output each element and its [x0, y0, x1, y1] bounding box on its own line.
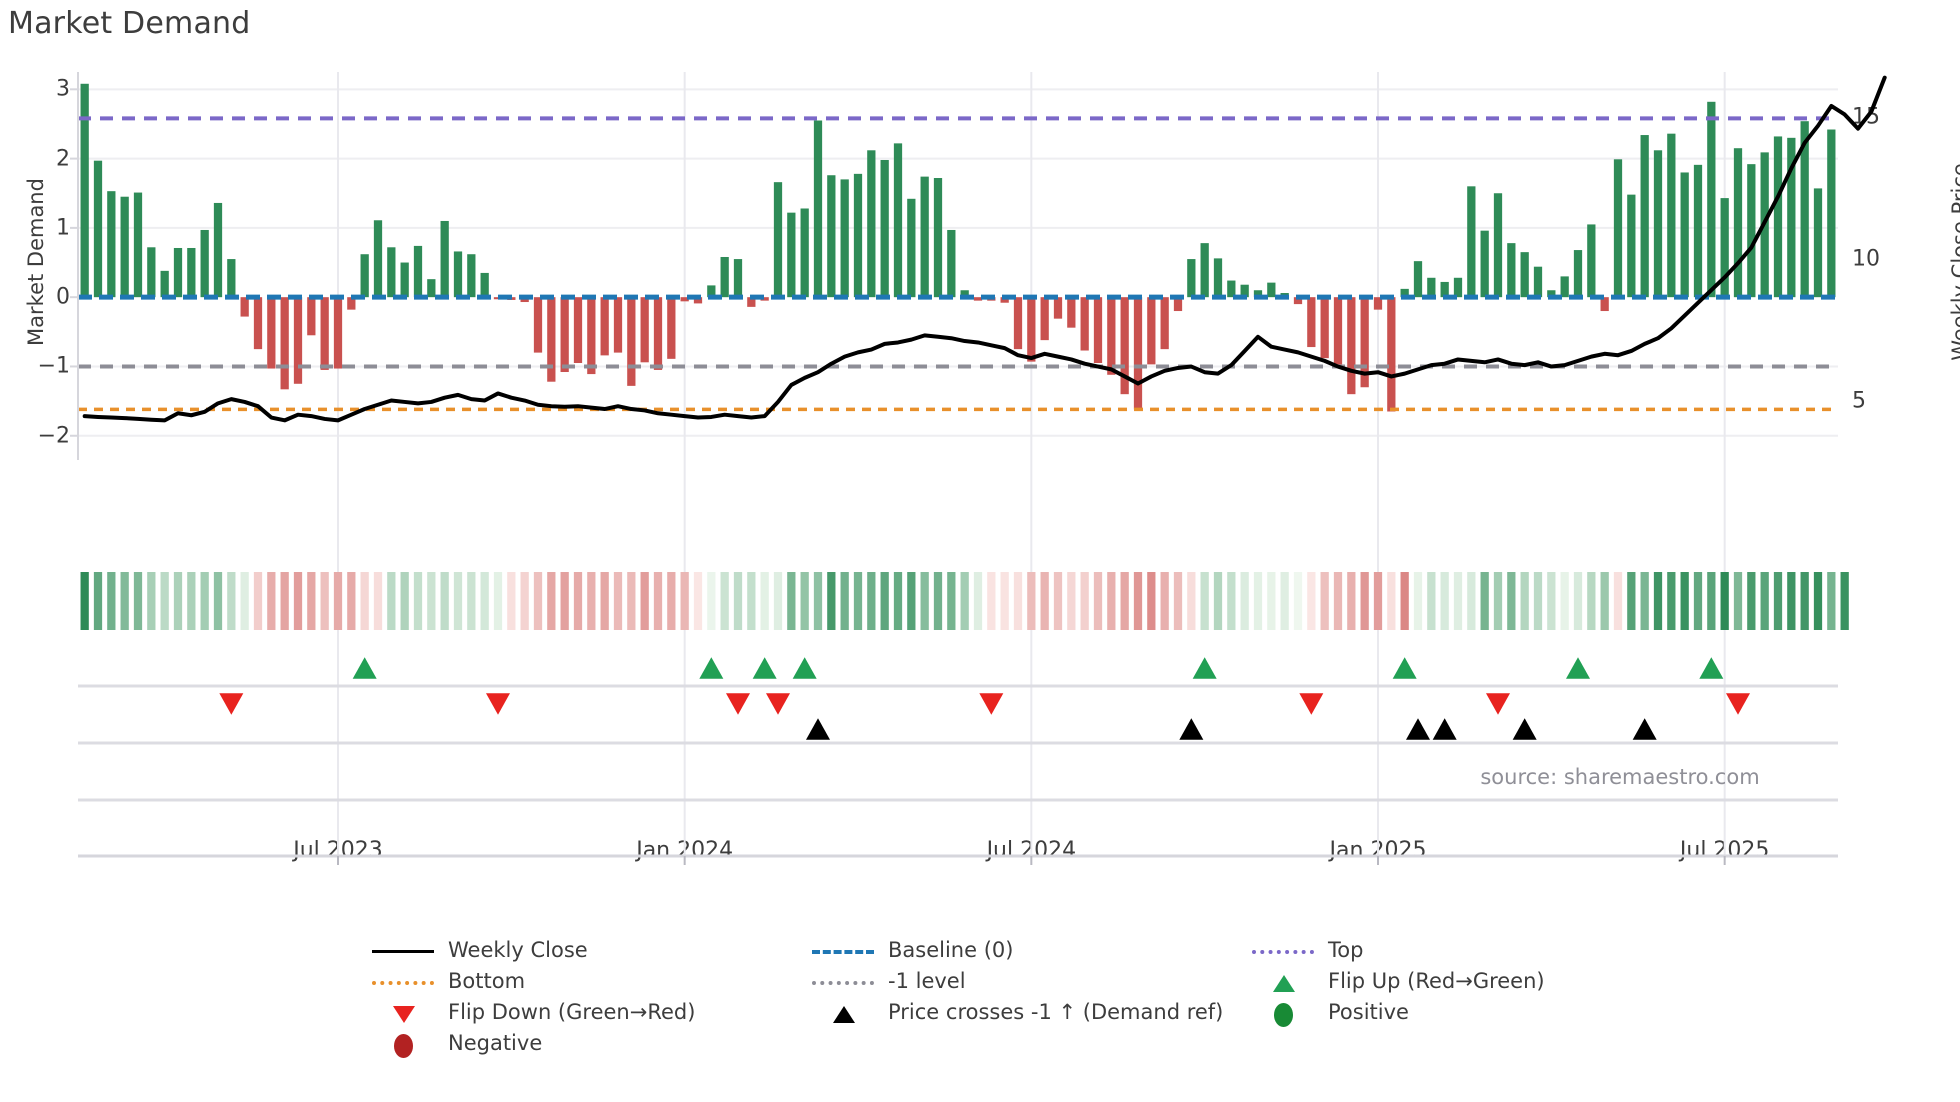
price-cross-marker: [1432, 718, 1457, 740]
legend-label: Positive: [1328, 1000, 1409, 1024]
circle-red-icon: [372, 1033, 434, 1058]
tri-up-black-glyph: [833, 1005, 855, 1023]
flip-down-marker: [979, 693, 1004, 715]
flip-up-marker: [1699, 657, 1724, 679]
dot-gray-icon: [812, 971, 874, 993]
dash-blue-glyph: [812, 949, 874, 954]
flip-up-marker: [352, 657, 377, 679]
y-tick-left-0: 3: [56, 76, 70, 102]
price-cross-marker: [1512, 718, 1537, 740]
dot-gray-glyph: [812, 980, 874, 985]
legend-label: Bottom: [448, 969, 526, 993]
dot-orange-icon: [372, 971, 434, 993]
chart-legend: Weekly Close Baseline (0) Top Bottom -1 leve…: [372, 935, 1572, 1059]
flip-up-marker: [1192, 657, 1217, 679]
legend-label: Negative: [448, 1031, 543, 1055]
line-black-icon: [372, 940, 434, 962]
tri-up-black-icon: [812, 1002, 874, 1024]
legend-item-dash-blue[interactable]: Baseline (0): [812, 940, 1252, 962]
legend-item-dot-gray[interactable]: -1 level: [812, 971, 1252, 993]
legend-item-circle-green[interactable]: Positive: [1252, 1000, 1572, 1027]
dash-blue-icon: [812, 940, 874, 962]
legend-item-circle-red[interactable]: Negative: [372, 1031, 812, 1058]
tri-down-red-glyph: [393, 1005, 415, 1023]
price-cross-marker: [1179, 718, 1204, 740]
circle-green-icon: [1252, 1002, 1314, 1027]
legend-item-tri-up-black[interactable]: Price crosses -1 ↑ (Demand ref): [812, 1002, 1252, 1024]
circle-red-glyph: [394, 1033, 413, 1058]
legend-label: Weekly Close: [448, 938, 588, 962]
legend-label: Top: [1328, 938, 1364, 962]
dot-orange-glyph: [372, 980, 434, 985]
dot-purple-icon: [1252, 940, 1314, 962]
y-tick-right-2: 5: [1852, 388, 1866, 414]
legend-label: -1 level: [888, 969, 966, 993]
y-tick-left-5: −2: [37, 423, 70, 449]
flip-down-marker: [1726, 693, 1750, 715]
price-cross-marker: [1632, 718, 1657, 740]
y-tick-right-1: 10: [1852, 246, 1880, 272]
flip-down-marker: [1299, 693, 1324, 715]
legend-label: Baseline (0): [888, 938, 1014, 962]
legend-label: Price crosses -1 ↑ (Demand ref): [888, 1000, 1224, 1024]
flip-down-marker: [726, 693, 750, 715]
price-cross-marker: [806, 718, 830, 740]
flip-down-marker: [1486, 693, 1510, 715]
source-note: source: sharemaestro.com: [1480, 765, 1760, 789]
y-tick-left-1: 2: [56, 146, 70, 172]
flip-up-marker: [1392, 657, 1417, 679]
legend-item-dot-purple[interactable]: Top: [1252, 940, 1572, 962]
flip-down-marker: [486, 693, 510, 715]
legend-item-dot-orange[interactable]: Bottom: [372, 971, 812, 993]
dot-purple-glyph: [1252, 949, 1314, 954]
price-cross-marker: [1406, 718, 1430, 740]
tri-down-red-icon: [372, 1002, 434, 1024]
legend-label: Flip Down (Green→Red): [448, 1000, 696, 1024]
y-tick-left-2: 1: [56, 215, 70, 241]
tri-up-green-glyph: [1273, 974, 1295, 992]
y-tick-left-4: −1: [37, 353, 70, 379]
flip-down-marker: [766, 693, 790, 715]
legend-item-tri-up-green[interactable]: Flip Up (Red→Green): [1252, 971, 1572, 993]
flip-down-marker: [219, 693, 244, 715]
flip-up-marker: [792, 657, 817, 679]
flip-up-marker: [1566, 657, 1590, 679]
line-black-glyph: [372, 949, 434, 953]
circle-green-glyph: [1274, 1002, 1293, 1027]
page-title: Market Demand: [8, 6, 251, 41]
flip-up-marker: [699, 657, 724, 679]
legend-item-tri-down-red[interactable]: Flip Down (Green→Red): [372, 1002, 812, 1024]
y-tick-left-3: 0: [56, 284, 70, 310]
legend-label: Flip Up (Red→Green): [1328, 969, 1545, 993]
y-axis-left-ticks: 3 2 1 0 −1 −2: [0, 0, 80, 1102]
legend-item-line-black[interactable]: Weekly Close: [372, 940, 812, 962]
tri-up-green-icon: [1252, 971, 1314, 993]
flip-up-marker: [752, 657, 777, 679]
